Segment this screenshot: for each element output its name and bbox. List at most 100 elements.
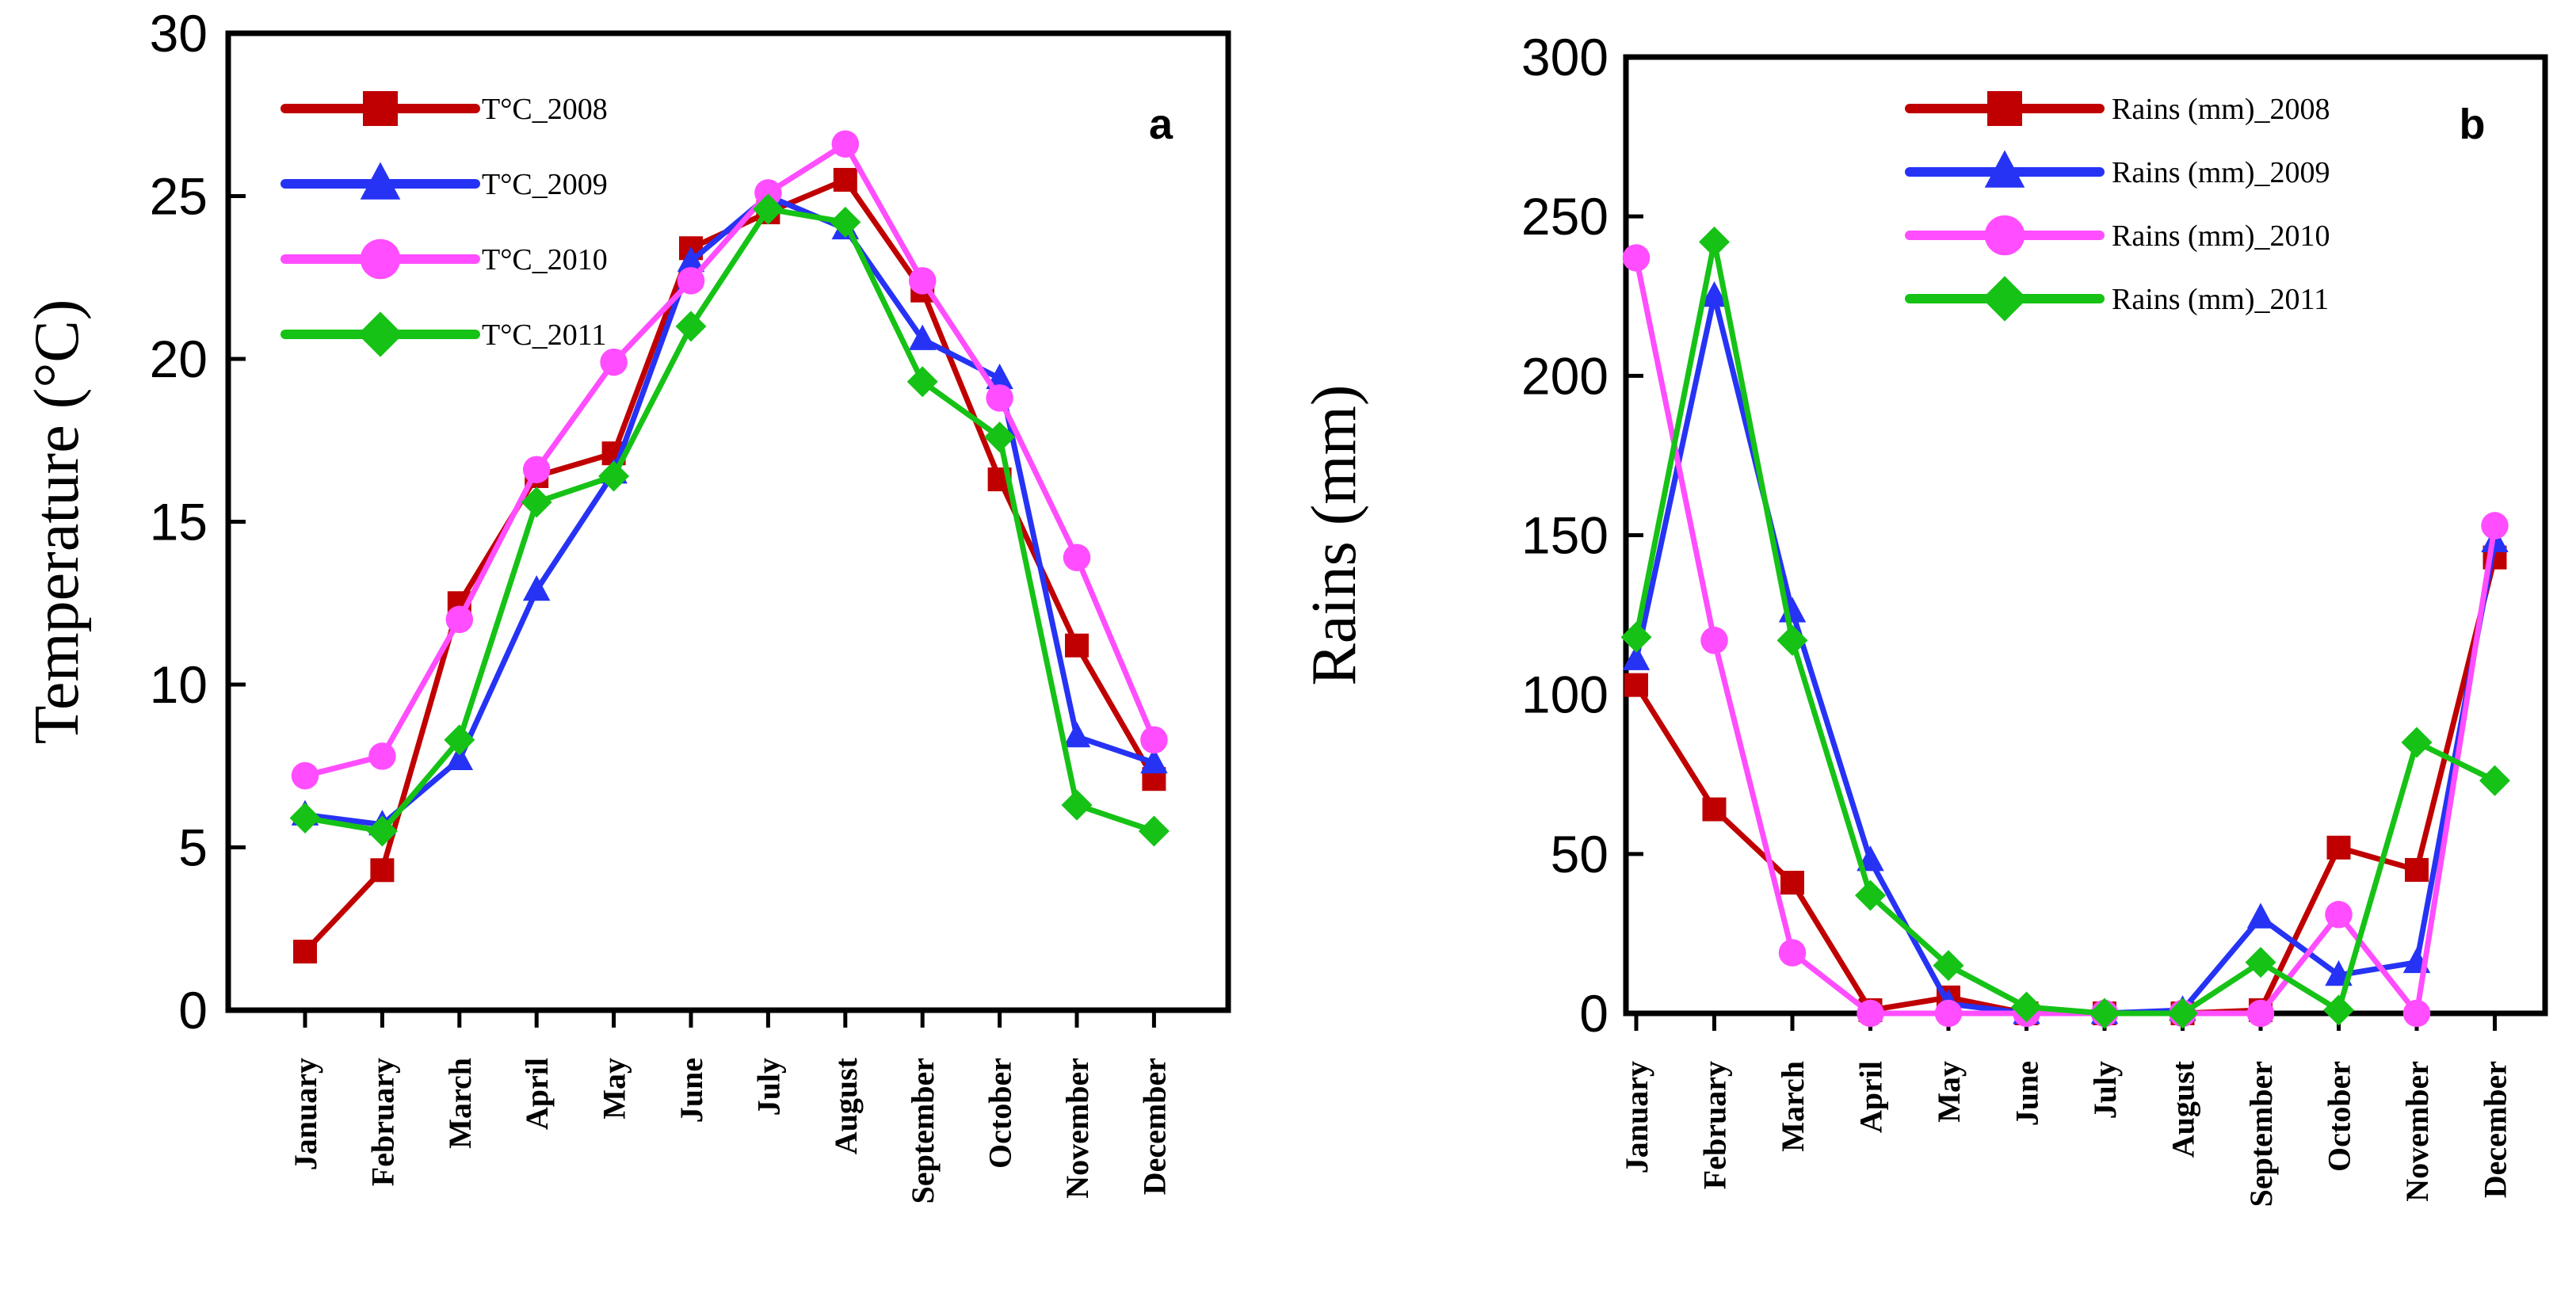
data-point bbox=[1857, 999, 1884, 1028]
x-tick-label: June bbox=[2009, 1061, 2045, 1126]
data-point bbox=[1622, 244, 1651, 272]
data-point bbox=[908, 324, 937, 350]
x-tick-label: October bbox=[983, 1058, 1018, 1169]
legend-label: T°C_2009 bbox=[482, 168, 608, 201]
legend-label: T°C_2008 bbox=[482, 93, 608, 126]
data-point bbox=[1138, 815, 1170, 847]
data-point bbox=[289, 803, 321, 834]
y-tick-label: 15 bbox=[150, 493, 208, 551]
series-Rains (mm)_2010 bbox=[1622, 244, 2509, 1028]
data-point bbox=[1699, 226, 1730, 257]
data-point bbox=[833, 167, 857, 192]
data-point bbox=[1776, 624, 1808, 656]
x-tick-label: July bbox=[750, 1058, 786, 1116]
y-tick-label: 5 bbox=[178, 818, 208, 877]
y-tick-label: 20 bbox=[150, 330, 208, 388]
panel-label: a bbox=[1149, 101, 1174, 148]
chart-panel-a: 0 5 10 15 20 25 30 January February March April May… bbox=[22, 4, 1231, 1204]
data-point bbox=[600, 348, 628, 376]
data-point bbox=[366, 815, 398, 847]
data-point bbox=[370, 858, 395, 883]
data-point bbox=[444, 724, 475, 756]
data-point bbox=[2326, 835, 2351, 860]
y-axis-label: Temperature (°C) bbox=[22, 299, 92, 745]
data-point bbox=[2401, 727, 2433, 758]
data-point bbox=[2325, 901, 2353, 929]
data-point bbox=[1700, 281, 1728, 307]
data-point bbox=[598, 460, 630, 492]
data-point bbox=[1933, 950, 1964, 982]
data-point bbox=[1063, 544, 1091, 571]
legend-label: Rains (mm)_2010 bbox=[2112, 219, 2330, 253]
legend-marker bbox=[1987, 91, 2022, 126]
data-point bbox=[830, 206, 861, 238]
data-point bbox=[2405, 857, 2429, 882]
data-point bbox=[1934, 999, 1963, 1028]
y-tick-label: 0 bbox=[178, 981, 208, 1040]
y-tick-label: 200 bbox=[1521, 346, 1609, 405]
series-T°C_2010 bbox=[291, 130, 1168, 790]
series-T°C_2011 bbox=[289, 193, 1170, 847]
x-tick-label: June bbox=[674, 1058, 709, 1123]
data-point bbox=[2245, 947, 2276, 978]
legend-marker bbox=[1984, 215, 2025, 256]
data-point bbox=[984, 422, 1016, 453]
data-point bbox=[293, 940, 317, 964]
x-tick-label: December bbox=[2478, 1061, 2513, 1198]
legend-marker bbox=[360, 162, 401, 200]
x-tick-label: August bbox=[2166, 1060, 2201, 1158]
x-tick-label: September bbox=[2243, 1061, 2279, 1207]
legend-marker bbox=[360, 238, 401, 280]
data-point bbox=[906, 366, 938, 398]
series-T°C_2008 bbox=[293, 167, 1166, 964]
series-line bbox=[304, 206, 1155, 834]
data-point bbox=[2246, 999, 2275, 1028]
x-tick-label: July bbox=[2087, 1061, 2123, 1119]
series-line bbox=[304, 141, 1157, 779]
y-tick-label: 100 bbox=[1521, 666, 1609, 724]
legend-label: Rains (mm)_2008 bbox=[2112, 93, 2330, 126]
x-tick-label: March bbox=[1775, 1061, 1811, 1152]
legend-marker bbox=[1984, 150, 2025, 188]
data-point bbox=[677, 267, 705, 295]
data-point bbox=[445, 605, 474, 634]
series-line bbox=[304, 193, 1155, 828]
data-point bbox=[908, 267, 937, 295]
data-point bbox=[752, 193, 784, 225]
data-point bbox=[1855, 879, 1886, 911]
data-point bbox=[2089, 998, 2120, 1029]
series-Rains (mm)_2011 bbox=[1620, 226, 2510, 1029]
chart-panel-b: 0 50 100 150 200 250 300 January February March Ap… bbox=[1299, 28, 2548, 1207]
data-point bbox=[522, 575, 551, 601]
y-tick-label: 250 bbox=[1521, 187, 1609, 246]
data-point bbox=[754, 179, 782, 207]
data-point bbox=[2481, 512, 2509, 540]
data-point bbox=[368, 742, 396, 770]
y-tick-label: 30 bbox=[150, 4, 208, 63]
data-point bbox=[1700, 627, 1728, 654]
data-point bbox=[2167, 998, 2198, 1029]
series-Rains (mm)_2009 bbox=[1622, 281, 2509, 1024]
data-point bbox=[677, 246, 705, 273]
data-point bbox=[291, 761, 319, 790]
x-tick-label: November bbox=[1059, 1058, 1095, 1199]
legend-label: Rains (mm)_2009 bbox=[2112, 156, 2330, 189]
series-line bbox=[1633, 257, 2498, 1017]
y-tick-label: 300 bbox=[1521, 28, 1609, 86]
y-axis-label: Rains (mm) bbox=[1299, 385, 1369, 686]
y-tick-label: 25 bbox=[150, 167, 208, 226]
x-tick-label: August bbox=[828, 1057, 864, 1154]
x-tick-label: February bbox=[364, 1058, 400, 1186]
data-point bbox=[2402, 999, 2431, 1028]
y-tick-label: 150 bbox=[1521, 506, 1609, 565]
data-point bbox=[1140, 726, 1168, 754]
y-tick-label: 50 bbox=[1551, 825, 1609, 883]
legend: T°C_2008 T°C_2009 T°C_2010 T°C_2011 bbox=[280, 91, 608, 357]
data-point bbox=[2011, 991, 2042, 1023]
data-point bbox=[986, 384, 1013, 412]
series-Rains (mm)_2008 bbox=[1624, 545, 2507, 1025]
data-point bbox=[1061, 789, 1093, 821]
x-tick-label: September bbox=[905, 1058, 941, 1204]
data-point bbox=[522, 456, 551, 483]
